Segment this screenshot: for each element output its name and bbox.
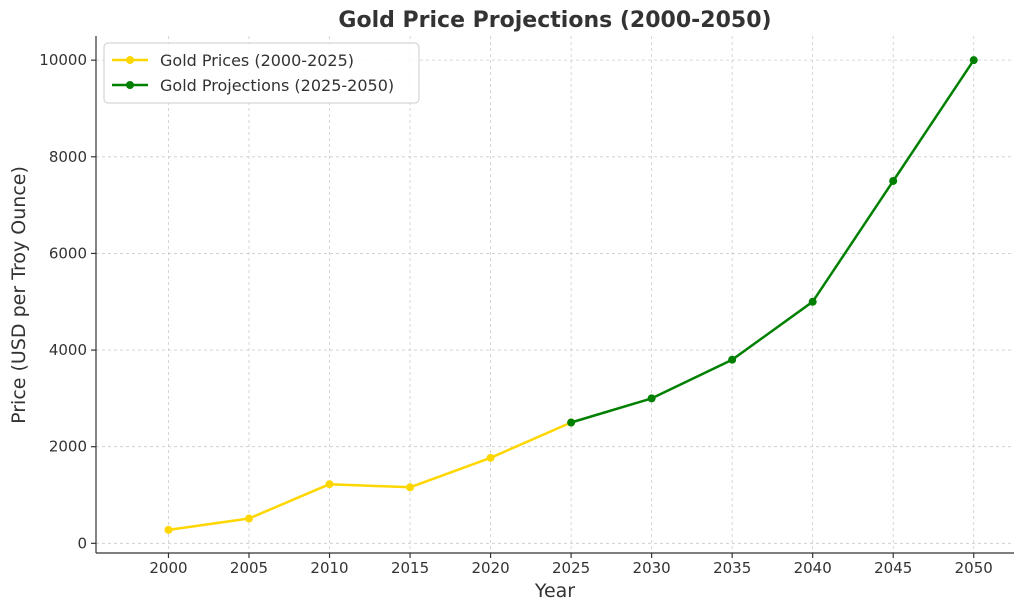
x-tick-label: 2050 bbox=[955, 559, 993, 577]
data-point bbox=[325, 480, 334, 489]
x-tick-label: 2045 bbox=[874, 559, 912, 577]
data-point bbox=[808, 297, 817, 306]
series-layer bbox=[164, 56, 978, 534]
x-axis-label: Year bbox=[534, 580, 575, 602]
data-point bbox=[969, 56, 978, 65]
data-point bbox=[889, 176, 898, 185]
x-tick-label: 2005 bbox=[230, 559, 268, 577]
series-line-1 bbox=[569, 58, 975, 424]
x-tick-label: 2035 bbox=[713, 559, 751, 577]
data-point bbox=[164, 525, 173, 534]
x-tick-label: 2010 bbox=[310, 559, 348, 577]
data-point bbox=[647, 394, 656, 403]
y-tick-label: 10000 bbox=[39, 51, 87, 69]
y-tick-label: 0 bbox=[77, 534, 87, 552]
x-tick-label: 2040 bbox=[794, 559, 832, 577]
x-tick-label: 2020 bbox=[471, 559, 509, 577]
series-line-0 bbox=[167, 421, 573, 532]
grid-lines bbox=[96, 36, 1014, 553]
data-point bbox=[245, 514, 253, 523]
data-point bbox=[486, 453, 495, 462]
axes bbox=[91, 36, 1014, 558]
data-point bbox=[406, 483, 415, 492]
legend-label-gold-prices: Gold Prices (2000-2025) bbox=[160, 51, 354, 70]
y-tick-label: 8000 bbox=[49, 148, 87, 166]
x-tick-label: 2030 bbox=[633, 559, 671, 577]
y-tick-label: 2000 bbox=[49, 438, 87, 456]
y-tick-label: 6000 bbox=[49, 244, 87, 262]
legend-box bbox=[103, 42, 420, 104]
legend-label-gold-projections: Gold Projections (2025-2050) bbox=[160, 76, 394, 95]
x-tick-label: 2000 bbox=[149, 559, 187, 577]
data-point bbox=[728, 355, 737, 364]
legend-marker-gold-projections bbox=[126, 81, 134, 89]
y-axis-label: Price (USD per Troy Ounce) bbox=[8, 166, 30, 424]
legend-marker-gold-prices bbox=[126, 56, 134, 64]
tick-labels: 2000 2005 2010 2015 2020 2025 2030 2035 2040 2045… bbox=[39, 51, 993, 577]
data-point bbox=[567, 418, 576, 427]
y-tick-label: 4000 bbox=[49, 341, 87, 359]
x-tick-label: 2015 bbox=[391, 559, 429, 577]
chart-title: Gold Price Projections (2000-2050) bbox=[338, 8, 771, 33]
legend: Gold Prices (2000-2025) Gold Projections… bbox=[103, 42, 420, 104]
x-tick-label: 2025 bbox=[552, 559, 590, 577]
